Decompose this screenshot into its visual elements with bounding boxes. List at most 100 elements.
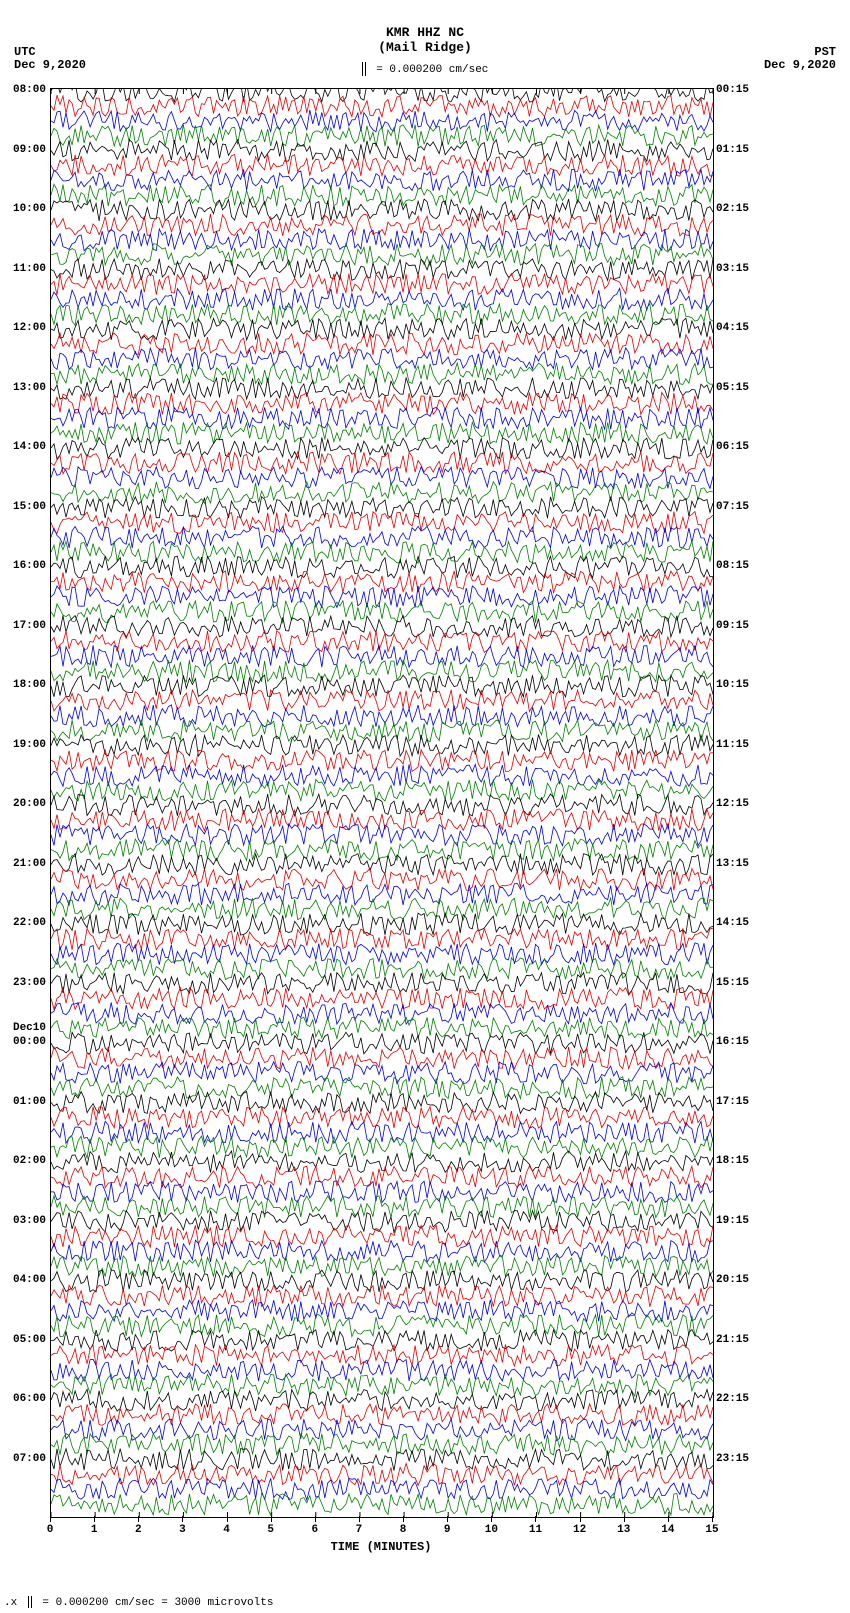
left-time-label: 12:00: [13, 322, 46, 334]
x-tick-label: 13: [617, 1524, 630, 1536]
x-tick: [491, 1516, 492, 1522]
x-tick-label: 8: [400, 1524, 407, 1536]
right-time-label: 22:15: [716, 1393, 749, 1405]
x-tick-label: 6: [311, 1524, 318, 1536]
x-axis-label: TIME (MINUTES): [50, 1540, 712, 1554]
trace-row: [51, 1359, 713, 1381]
x-tick-label: 9: [444, 1524, 451, 1536]
x-tick: [227, 1516, 228, 1522]
trace-row: [51, 288, 713, 310]
right-time-label: 06:15: [716, 441, 749, 453]
right-time-label: 20:15: [716, 1274, 749, 1286]
left-time-label: 00:00: [13, 1036, 46, 1048]
waveform-traces: [51, 89, 713, 1517]
x-tick: [50, 1516, 51, 1522]
trace-row: [51, 645, 713, 667]
x-tick: [315, 1516, 316, 1522]
trace-row: [51, 675, 713, 697]
trace-row: [51, 601, 713, 623]
right-timezone: PST: [814, 45, 836, 59]
seismogram-plot: [50, 88, 714, 1518]
right-time-label: 23:15: [716, 1453, 749, 1465]
right-time-label: 07:15: [716, 501, 749, 513]
left-time-label: 01:00: [13, 1096, 46, 1108]
left-time-label: 10:00: [13, 203, 46, 215]
x-tick: [271, 1516, 272, 1522]
x-tick: [535, 1516, 536, 1522]
trace-row: [51, 839, 713, 861]
right-time-label: 11:15: [716, 739, 749, 751]
trace-row: [51, 690, 713, 712]
trace-row: [51, 1003, 713, 1025]
left-date: Dec 9,2020: [14, 58, 86, 72]
station-name: (Mail Ridge): [0, 40, 850, 55]
trace-row: [51, 274, 713, 295]
left-timezone: UTC: [14, 45, 36, 59]
trace-row: [51, 89, 713, 102]
trace-row: [51, 1077, 713, 1099]
x-tick: [403, 1516, 404, 1522]
x-tick-label: 12: [573, 1524, 586, 1536]
x-tick-label: 14: [661, 1524, 674, 1536]
right-time-label: 05:15: [716, 382, 749, 394]
right-time-label: 09:15: [716, 620, 749, 632]
left-time-label: 04:00: [13, 1274, 46, 1286]
trace-row: [51, 1121, 713, 1143]
trace-row: [51, 987, 713, 1009]
right-time-label: 15:15: [716, 977, 749, 989]
right-time-label: 19:15: [716, 1215, 749, 1227]
trace-row: [51, 973, 713, 995]
x-tick-label: 15: [705, 1524, 718, 1536]
trace-row: [51, 259, 713, 281]
trace-row: [51, 1256, 713, 1277]
trace-row: [51, 1225, 713, 1247]
x-tick-label: 2: [135, 1524, 142, 1536]
trace-row: [51, 928, 713, 950]
trace-row: [51, 348, 713, 370]
trace-row: [51, 750, 713, 772]
trace-row: [51, 764, 713, 786]
x-tick-label: 5: [267, 1524, 274, 1536]
left-time-label: 06:00: [13, 1393, 46, 1405]
left-time-label: 07:00: [13, 1453, 46, 1465]
x-tick-label: 1: [91, 1524, 98, 1536]
trace-row: [51, 1419, 713, 1441]
trace-row: [51, 363, 713, 385]
trace-row: [51, 1062, 713, 1084]
trace-row: [51, 1478, 713, 1500]
x-tick-label: 7: [356, 1524, 363, 1536]
scale-label: = 0.000200 cm/sec: [376, 64, 488, 76]
right-time-labels: 00:1501:1502:1503:1504:1505:1506:1507:15…: [714, 88, 762, 1516]
x-axis-ticks: 0123456789101112131415: [50, 1516, 712, 1526]
right-time-label: 01:15: [716, 144, 749, 156]
right-time-label: 10:15: [716, 679, 749, 691]
x-tick-label: 10: [485, 1524, 498, 1536]
right-time-label: 00:15: [716, 84, 749, 96]
trace-row: [51, 482, 713, 504]
x-tick: [447, 1516, 448, 1522]
x-tick: [624, 1516, 625, 1522]
left-time-label: 17:00: [13, 620, 46, 632]
footer-bar-icon: [28, 1596, 32, 1608]
right-time-label: 08:15: [716, 560, 749, 572]
trace-row: [51, 452, 713, 474]
trace-row: [51, 1434, 713, 1456]
right-time-label: 17:15: [716, 1096, 749, 1108]
x-tick: [94, 1516, 95, 1522]
right-time-label: 03:15: [716, 263, 749, 275]
x-tick: [580, 1516, 581, 1522]
left-time-label: 08:00: [13, 84, 46, 96]
trace-row: [51, 303, 713, 325]
trace-row: [51, 541, 713, 563]
date-rollover-label: Dec10: [13, 1022, 46, 1034]
left-time-label: 03:00: [13, 1215, 46, 1227]
right-date: Dec 9,2020: [764, 58, 836, 72]
right-time-label: 04:15: [716, 322, 749, 334]
right-time-label: 13:15: [716, 858, 749, 870]
scale-indicator: = 0.000200 cm/sec: [0, 62, 850, 76]
left-time-label: 21:00: [13, 858, 46, 870]
trace-row: [51, 1181, 713, 1203]
trace-row: [51, 1270, 713, 1292]
footer-prefix: .x: [4, 1597, 17, 1609]
right-time-label: 16:15: [716, 1036, 749, 1048]
